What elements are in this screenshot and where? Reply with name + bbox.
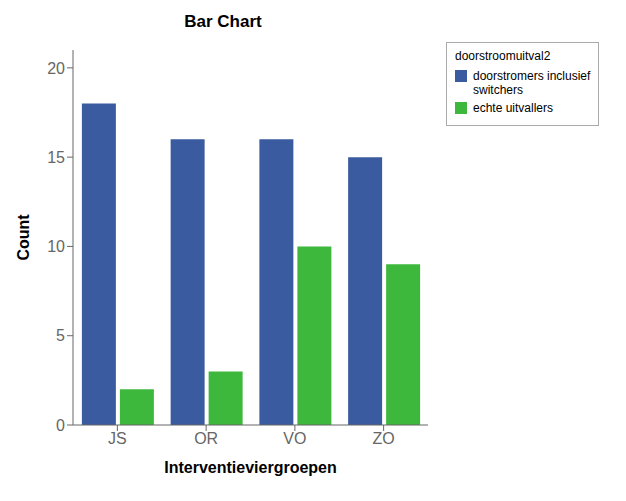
svg-text:JS: JS (108, 430, 127, 447)
svg-text:10: 10 (47, 238, 65, 255)
html-text:doorstroomuitval2: doorstroomuitval2 (455, 49, 551, 63)
svg-text:15: 15 (47, 149, 65, 166)
html-text:echte uitvallers: echte uitvallers (473, 101, 553, 115)
svg-text:OR: OR (194, 430, 218, 447)
svg-text:VO: VO (283, 430, 306, 447)
svg-text:5: 5 (56, 327, 65, 344)
svg-text:0: 0 (56, 417, 65, 434)
svg-text:Count: Count (15, 214, 32, 261)
svg-text:20: 20 (47, 60, 65, 77)
html-text:Bar Chart: Bar Chart (184, 12, 262, 31)
html-text:doorstromers inclusief switche: doorstromers inclusief switchers (473, 69, 591, 97)
svg-text:Interventieviergroepen: Interventieviergroepen (164, 459, 337, 476)
svg-text:ZO: ZO (373, 430, 395, 447)
